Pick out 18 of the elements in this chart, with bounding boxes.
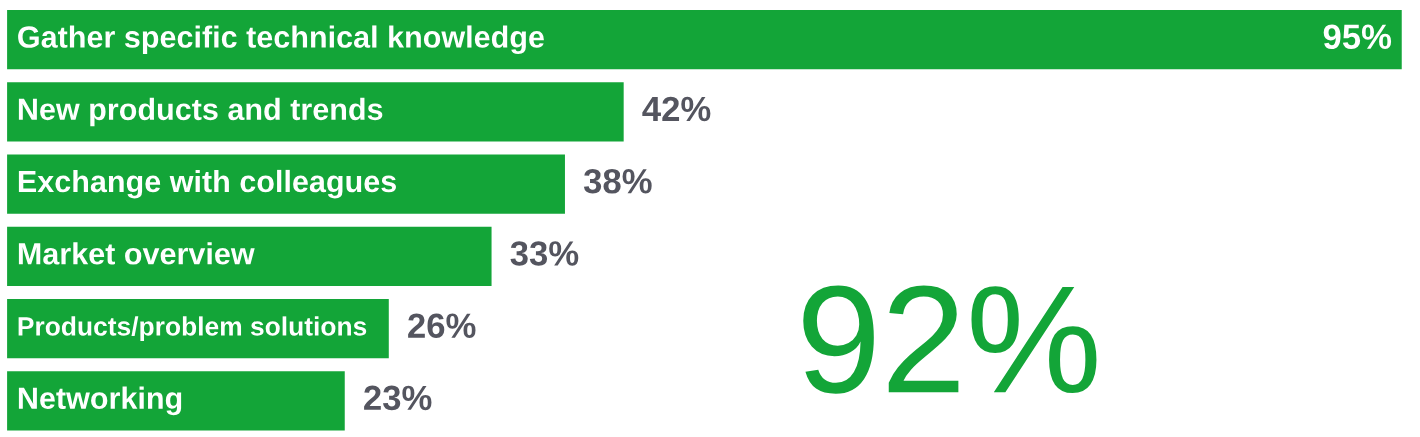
y-tick-label: Networking <box>18 386 182 416</box>
annotation: 92% <box>803 285 1097 394</box>
y-tick-label: Market overview <box>18 242 255 265</box>
bar <box>7 10 1402 70</box>
data-label: 26% <box>408 313 476 338</box>
y-tick-label: Gather specific technical knowledge <box>18 25 544 55</box>
data-label: 23% <box>364 385 432 411</box>
bar <box>7 226 492 287</box>
data-label: 42% <box>642 96 711 122</box>
y-tick-label: Products/problem solutions <box>18 316 367 341</box>
data-label: 33% <box>510 241 579 266</box>
bar <box>7 154 565 214</box>
y-tick-label: New products and trends <box>18 97 383 127</box>
data-label: 95% <box>1323 24 1392 50</box>
bar <box>7 371 345 431</box>
y-tick-label: Exchange with colleagues <box>18 169 396 199</box>
data-label: 38% <box>583 168 652 194</box>
bar <box>7 82 624 142</box>
